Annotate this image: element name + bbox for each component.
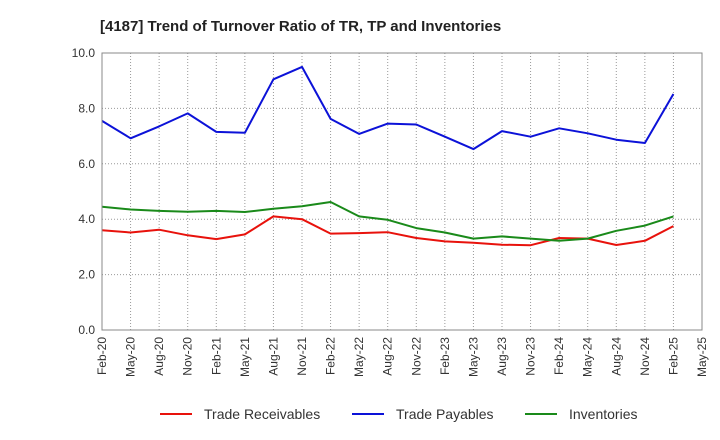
series-lines bbox=[101, 65, 675, 247]
legend-label: Trade Receivables bbox=[204, 406, 320, 422]
series-line-inventories bbox=[101, 201, 674, 242]
x-tick-label: Aug-23 bbox=[495, 337, 509, 376]
y-tick-label: 4.0 bbox=[78, 212, 95, 226]
chart-title: [4187] Trend of Turnover Ratio of TR, TP… bbox=[100, 18, 501, 35]
y-tick-label: 2.0 bbox=[78, 268, 95, 282]
series-line-trade-payables bbox=[101, 65, 675, 151]
y-tick-label: 8.0 bbox=[78, 101, 95, 115]
grid bbox=[102, 53, 702, 330]
x-tick-label: May-24 bbox=[581, 337, 595, 377]
y-tick-label: 6.0 bbox=[78, 157, 95, 171]
legend-item: Trade Receivables bbox=[160, 406, 320, 422]
y-tick-label: 0.0 bbox=[78, 323, 95, 337]
x-tick-label: Aug-22 bbox=[381, 337, 395, 376]
x-tick-label: May-22 bbox=[352, 337, 366, 377]
x-tick-label: Aug-21 bbox=[266, 337, 280, 376]
x-tick-label: Nov-22 bbox=[409, 337, 423, 376]
x-tick-label: May-23 bbox=[466, 337, 480, 377]
legend: Trade Receivables Trade Payables Inventori… bbox=[160, 406, 637, 422]
x-tick-label: Nov-23 bbox=[524, 337, 538, 376]
y-tick-label: 10.0 bbox=[72, 46, 96, 60]
x-axis-ticks: Feb-20 May-20 Aug-20 Nov-20 Feb-21 May-21 Aug-… bbox=[95, 337, 709, 377]
plot-area-frame bbox=[101, 52, 703, 331]
legend-label: Trade Payables bbox=[396, 406, 494, 422]
x-tick-label: Feb-22 bbox=[324, 337, 338, 375]
legend-item: Inventories bbox=[525, 406, 637, 422]
x-tick-label: Nov-20 bbox=[181, 337, 195, 376]
y-axis-ticks: 0.0 2.0 4.0 6.0 8.0 10.0 bbox=[72, 46, 96, 337]
x-tick-label: Aug-24 bbox=[609, 337, 623, 376]
x-tick-label: May-20 bbox=[124, 337, 138, 377]
legend-item: Trade Payables bbox=[352, 406, 494, 422]
x-tick-label: Feb-20 bbox=[95, 337, 109, 375]
x-tick-label: Feb-25 bbox=[666, 337, 680, 375]
x-tick-label: May-21 bbox=[238, 337, 252, 377]
x-tick-label: Nov-21 bbox=[295, 337, 309, 376]
x-tick-label: Nov-24 bbox=[638, 337, 652, 376]
x-tick-label: Feb-23 bbox=[438, 337, 452, 375]
x-tick-label: Feb-21 bbox=[209, 337, 223, 375]
x-tick-label: Aug-20 bbox=[152, 337, 166, 376]
legend-label: Inventories bbox=[569, 406, 637, 422]
x-tick-label: Feb-24 bbox=[552, 337, 566, 375]
x-tick-label: May-25 bbox=[695, 337, 709, 377]
